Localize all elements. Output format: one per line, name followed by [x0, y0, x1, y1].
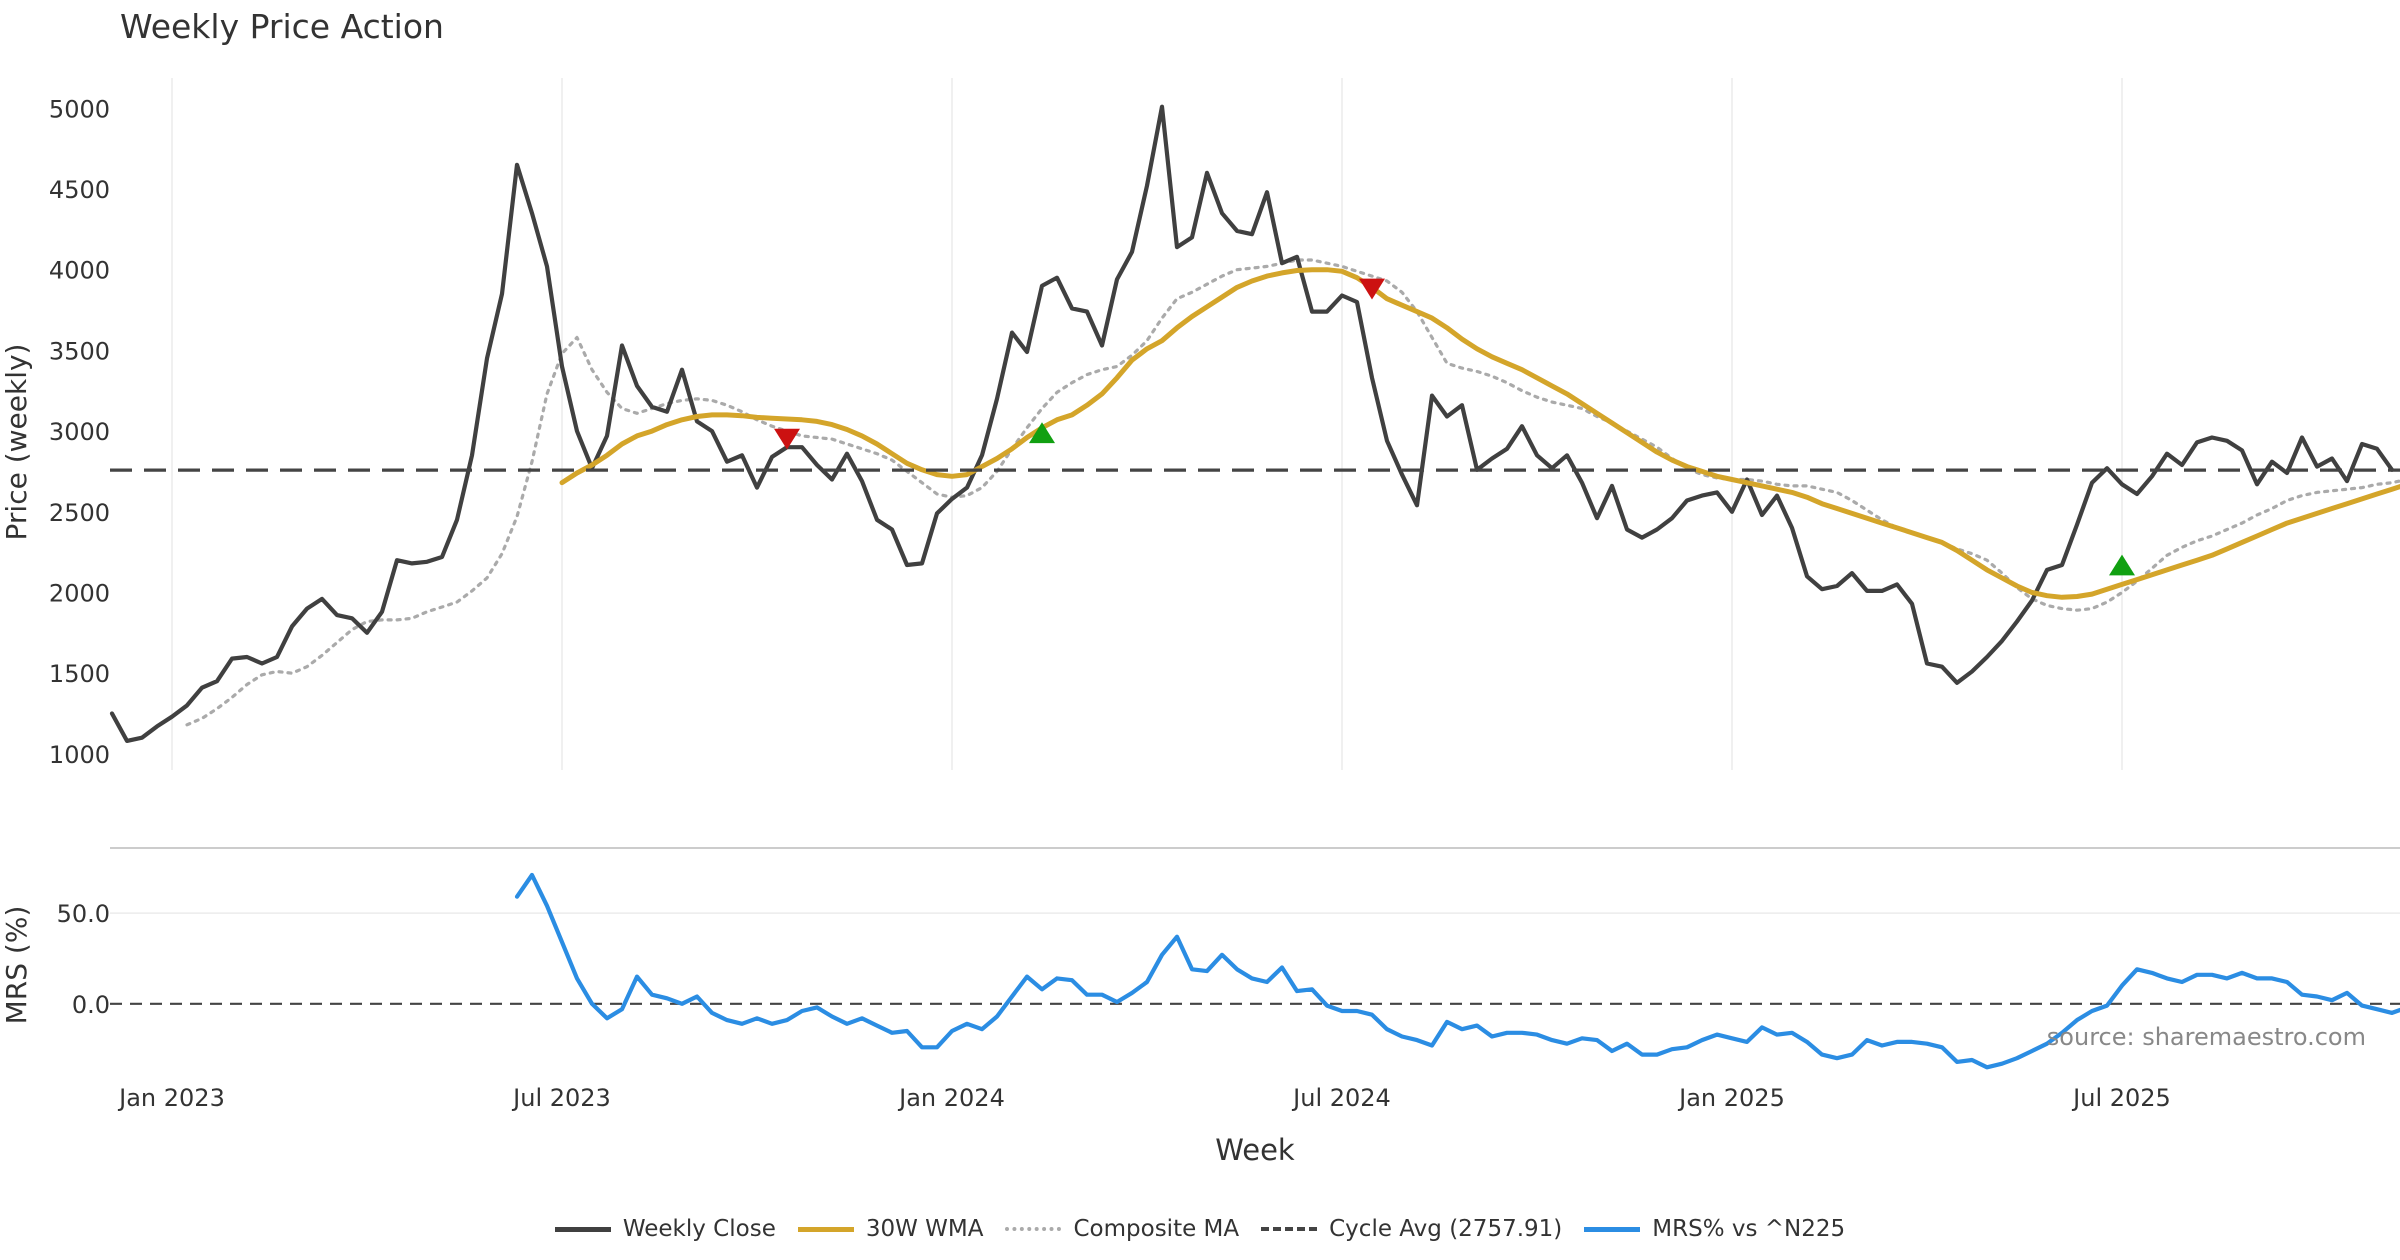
price-panel-grid	[171, 78, 2123, 770]
legend-item-weekly-close: Weekly Close	[554, 1216, 776, 1242]
series-mrs-vs-n225	[514, 872, 2400, 1070]
mrs-y-ticks: 0.0 50.0	[57, 900, 110, 1019]
series-composite-ma	[185, 258, 2400, 727]
price-tick-label: 5000	[49, 95, 110, 123]
legend-item-composite-ma: Composite MA	[1005, 1216, 1239, 1242]
legend-swatch	[554, 1226, 611, 1232]
legend-label: 30W WMA	[865, 1216, 984, 1242]
legend-swatch	[1584, 1226, 1641, 1232]
price-tick-label: 3000	[49, 418, 110, 446]
price-tick-label: 2000	[49, 579, 110, 607]
legend-label: Cycle Avg (2757.91)	[1329, 1216, 1563, 1242]
price-tick-label: 4500	[49, 176, 110, 204]
legend-label: Weekly Close	[622, 1216, 776, 1242]
x-tick-label: Jul 2023	[511, 1084, 611, 1112]
price-tick-label: 3500	[49, 337, 110, 365]
price-y-axis-label: Price (weekly)	[0, 344, 33, 541]
series-30w-wma	[559, 267, 2400, 600]
series-weekly-close	[109, 104, 2395, 743]
mrs-panel-grid	[110, 912, 2400, 1005]
legend-swatch	[1005, 1227, 1062, 1231]
legend-label: Composite MA	[1073, 1216, 1240, 1242]
sell-signal-marker	[774, 428, 800, 450]
price-tick-label: 4000	[49, 257, 110, 285]
legend-swatch	[797, 1226, 854, 1232]
buy-signal-marker	[2109, 554, 2135, 576]
mrs-tick-label: 50.0	[57, 900, 110, 928]
x-tick-label: Jan 2025	[1677, 1084, 1785, 1112]
x-axis-ticks: Jan 2023 Jul 2023 Jan 2024 Jul 2024 Jan 2025…	[117, 1084, 2171, 1112]
chart-title: Weekly Price Action	[120, 7, 444, 46]
legend-swatch	[1261, 1227, 1318, 1231]
legend-item-mrs-vs-n225: MRS% vs ^N225	[1584, 1216, 1845, 1242]
sell-signal-marker	[1359, 278, 1385, 300]
mrs-series-layer	[514, 872, 2400, 1070]
x-tick-label: Jul 2024	[1291, 1084, 1391, 1112]
chart-legend: Weekly Close 30W WMA Composite MA Cycle Avg…	[0, 1210, 2400, 1248]
price-tick-label: 1500	[49, 660, 110, 688]
price-tick-label: 2500	[49, 499, 110, 527]
price-series-layer	[109, 104, 2400, 743]
legend-label: MRS% vs ^N225	[1652, 1216, 1846, 1242]
price-y-ticks: 1000 1500 2000 2500 3000 3500 4000 4500 5000	[49, 95, 110, 769]
x-tick-label: Jul 2025	[2071, 1084, 2171, 1112]
x-tick-label: Jan 2023	[117, 1084, 225, 1112]
buy-signal-marker	[1029, 422, 1055, 444]
mrs-y-axis-label: MRS (%)	[0, 906, 33, 1025]
x-tick-label: Jan 2024	[897, 1084, 1005, 1112]
mrs-tick-label: 0.0	[72, 991, 110, 1019]
signal-markers	[774, 278, 2135, 576]
legend-item-30w-wma: 30W WMA	[797, 1216, 984, 1242]
source-note: source: sharemaestro.com	[2047, 1023, 2366, 1051]
price-tick-label: 1000	[49, 741, 110, 769]
legend-item-cycle-avg-2757-91: Cycle Avg (2757.91)	[1261, 1216, 1562, 1242]
x-axis-label: Week	[1215, 1133, 1295, 1167]
